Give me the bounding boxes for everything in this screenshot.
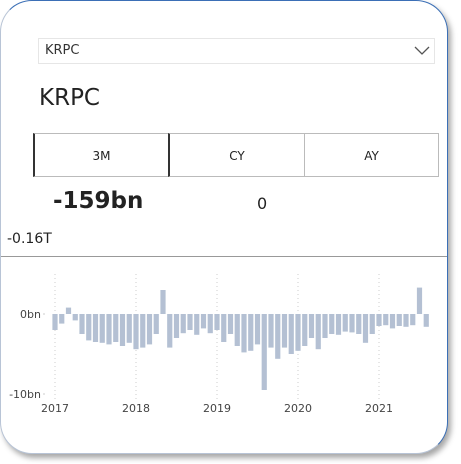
bar — [268, 314, 274, 348]
bar — [99, 314, 105, 343]
button[interactable]: CY — [168, 133, 305, 177]
bar — [376, 314, 382, 326]
bar — [221, 314, 227, 342]
separator — [1, 256, 447, 257]
bar — [180, 314, 186, 334]
bar — [187, 314, 193, 330]
x-tick-label: 2020 — [284, 402, 312, 415]
bar — [275, 314, 281, 359]
bar — [207, 314, 213, 334]
bar — [335, 314, 342, 335]
bar — [288, 314, 294, 354]
dropdown-text: KRPC — [45, 43, 80, 58]
bar — [349, 314, 355, 333]
bar — [241, 314, 247, 353]
bar — [173, 314, 180, 338]
bar — [410, 314, 416, 326]
bar — [119, 314, 126, 346]
bar — [416, 287, 423, 314]
bar — [153, 314, 159, 334]
bar — [315, 314, 321, 350]
y-tick-label: 0bn — [20, 308, 41, 321]
bar — [322, 314, 328, 338]
x-tick-label: 2018 — [122, 402, 150, 415]
chevron — [414, 46, 430, 55]
bar — [227, 314, 234, 334]
bar — [113, 314, 119, 342]
title: KRPC — [39, 85, 100, 111]
kpi-value: -159bn — [53, 188, 144, 214]
bar — [200, 314, 207, 329]
bar — [248, 314, 254, 351]
card: KRPC KRPC 3M CY AY -159bn 0 -0.16T 0bn -1… — [0, 0, 448, 454]
bar — [133, 314, 139, 350]
dropdown[interactable]: KRPC — [38, 38, 435, 64]
x-tick-label: 2021 — [365, 402, 393, 415]
kpi-secondary: 0 — [257, 194, 268, 213]
bar — [52, 314, 58, 330]
bar — [106, 314, 112, 345]
bar — [146, 314, 153, 345]
button[interactable]: 3M — [33, 133, 169, 177]
bar — [281, 314, 288, 348]
bar — [261, 314, 267, 390]
bar — [403, 314, 409, 327]
bar — [92, 314, 99, 342]
bar — [140, 314, 146, 348]
bar — [194, 314, 200, 335]
bar — [423, 314, 429, 327]
bar — [356, 314, 362, 334]
bar — [234, 314, 240, 346]
bar — [308, 314, 315, 338]
bar — [167, 314, 173, 348]
bar — [126, 314, 132, 343]
bar — [342, 314, 348, 332]
total: -0.16T — [7, 231, 52, 247]
bar — [396, 314, 402, 326]
x-tick-label: 2019 — [203, 402, 231, 415]
bar — [329, 314, 335, 334]
bar — [302, 314, 308, 346]
bar — [383, 314, 389, 326]
bar — [295, 314, 301, 351]
x-tick-label: 2017 — [41, 402, 69, 415]
bar — [65, 307, 72, 314]
y-tick-label: -10bn — [9, 388, 41, 401]
bar — [362, 314, 369, 343]
bar — [160, 290, 166, 314]
bar — [254, 314, 261, 345]
bar — [86, 314, 92, 341]
bar — [59, 314, 65, 324]
bar — [369, 314, 375, 334]
bar — [79, 314, 85, 334]
bar — [72, 314, 78, 321]
button[interactable]: AY — [304, 133, 439, 177]
bar — [389, 314, 396, 329]
bar — [214, 314, 220, 330]
